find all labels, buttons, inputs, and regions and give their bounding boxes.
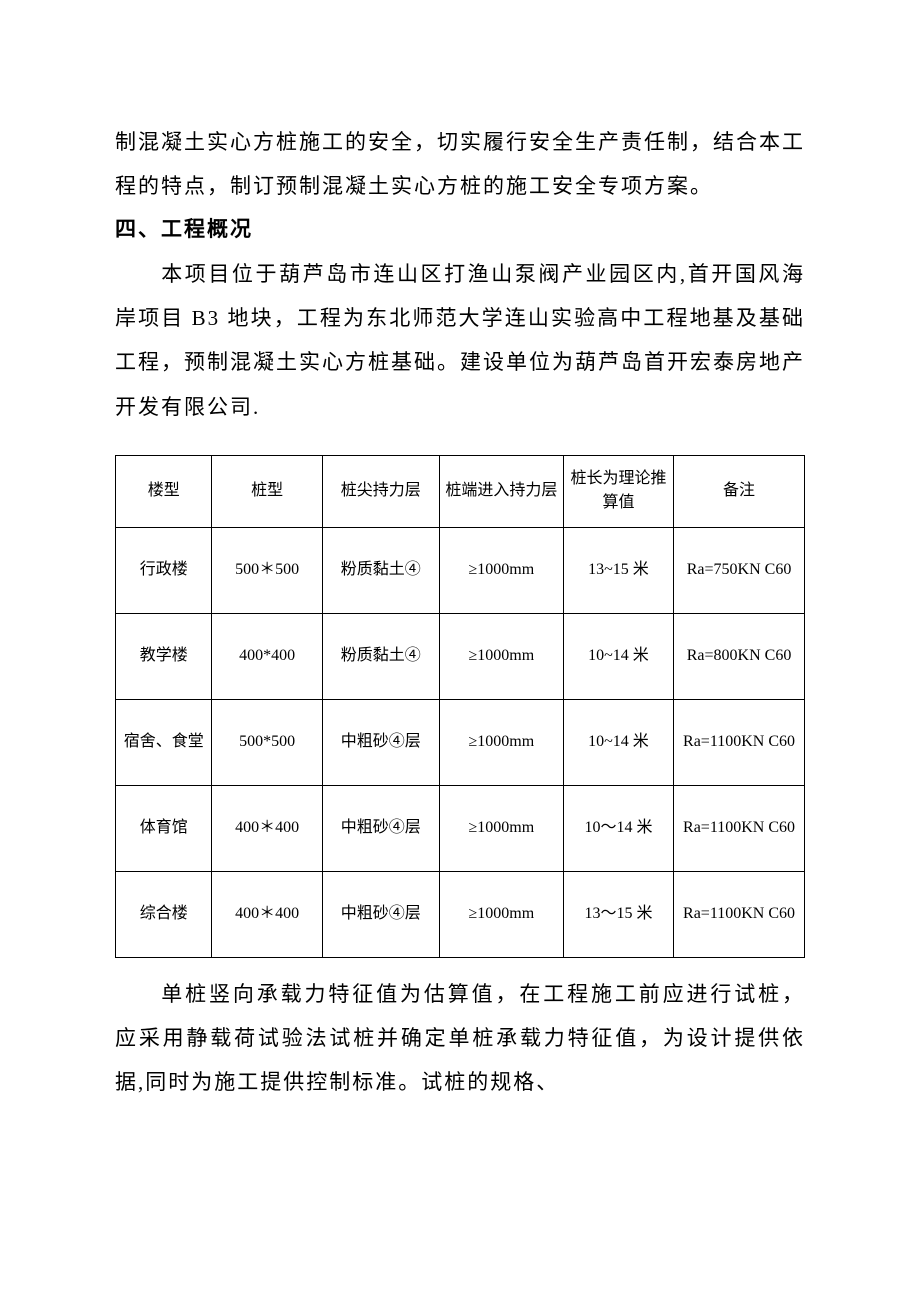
cell: ≥1000mm xyxy=(439,527,563,613)
cell: Ra=800KN C60 xyxy=(674,613,805,699)
section-heading-4: 四、工程概况 xyxy=(115,208,805,252)
cell: 粉质黏土④ xyxy=(322,527,439,613)
col-header: 备注 xyxy=(674,455,805,527)
body-paragraph-1: 制混凝土实心方桩施工的安全，切实履行安全生产责任制，结合本工程的特点，制订预制混… xyxy=(115,120,805,208)
cell: 体育馆 xyxy=(116,785,212,871)
table-row: 综合楼 400＊400 中粗砂④层 ≥1000mm 13～15 米 Ra=110… xyxy=(116,871,805,957)
cell: 教学楼 xyxy=(116,613,212,699)
col-header: 桩端进入持力层 xyxy=(439,455,563,527)
table-row: 行政楼 500＊500 粉质黏土④ ≥1000mm 13~15 米 Ra=750… xyxy=(116,527,805,613)
pile-spec-table: 楼型 桩型 桩尖持力层 桩端进入持力层 桩长为理论推算值 备注 行政楼 500＊… xyxy=(115,455,805,958)
pile-spec-table-wrap: 楼型 桩型 桩尖持力层 桩端进入持力层 桩长为理论推算值 备注 行政楼 500＊… xyxy=(115,455,805,958)
cell: 13~15 米 xyxy=(563,527,673,613)
cell: 500*500 xyxy=(212,699,322,785)
cell: 500＊500 xyxy=(212,527,322,613)
cell: 13～15 米 xyxy=(563,871,673,957)
cell: Ra=1100KN C60 xyxy=(674,699,805,785)
cell: 粉质黏土④ xyxy=(322,613,439,699)
cell: ≥1000mm xyxy=(439,699,563,785)
cell: 400*400 xyxy=(212,613,322,699)
cell: 400＊400 xyxy=(212,871,322,957)
body-paragraph-3: 单桩竖向承载力特征值为估算值，在工程施工前应进行试桩， 应采用静载荷试验法试桩并… xyxy=(115,972,805,1104)
cell: 中粗砂④层 xyxy=(322,785,439,871)
cell: Ra=1100KN C60 xyxy=(674,785,805,871)
cell: Ra=1100KN C60 xyxy=(674,871,805,957)
table-row: 宿舍、食堂 500*500 中粗砂④层 ≥1000mm 10~14 米 Ra=1… xyxy=(116,699,805,785)
body-paragraph-2: 本项目位于葫芦岛市连山区打渔山泵阀产业园区内,首开国风海岸项目 B3 地块，工程… xyxy=(115,252,805,428)
cell: 中粗砂④层 xyxy=(322,699,439,785)
cell: 400＊400 xyxy=(212,785,322,871)
cell: 10~14 米 xyxy=(563,699,673,785)
cell: 中粗砂④层 xyxy=(322,871,439,957)
cell: 10~14 米 xyxy=(563,613,673,699)
cell: 10～14 米 xyxy=(563,785,673,871)
cell: ≥1000mm xyxy=(439,871,563,957)
cell: 宿舍、食堂 xyxy=(116,699,212,785)
cell: ≥1000mm xyxy=(439,785,563,871)
cell: 综合楼 xyxy=(116,871,212,957)
col-header: 桩型 xyxy=(212,455,322,527)
cell: Ra=750KN C60 xyxy=(674,527,805,613)
table-row: 教学楼 400*400 粉质黏土④ ≥1000mm 10~14 米 Ra=800… xyxy=(116,613,805,699)
table-header-row: 楼型 桩型 桩尖持力层 桩端进入持力层 桩长为理论推算值 备注 xyxy=(116,455,805,527)
col-header: 桩尖持力层 xyxy=(322,455,439,527)
cell: 行政楼 xyxy=(116,527,212,613)
col-header: 桩长为理论推算值 xyxy=(563,455,673,527)
col-header: 楼型 xyxy=(116,455,212,527)
table-row: 体育馆 400＊400 中粗砂④层 ≥1000mm 10～14 米 Ra=110… xyxy=(116,785,805,871)
cell: ≥1000mm xyxy=(439,613,563,699)
